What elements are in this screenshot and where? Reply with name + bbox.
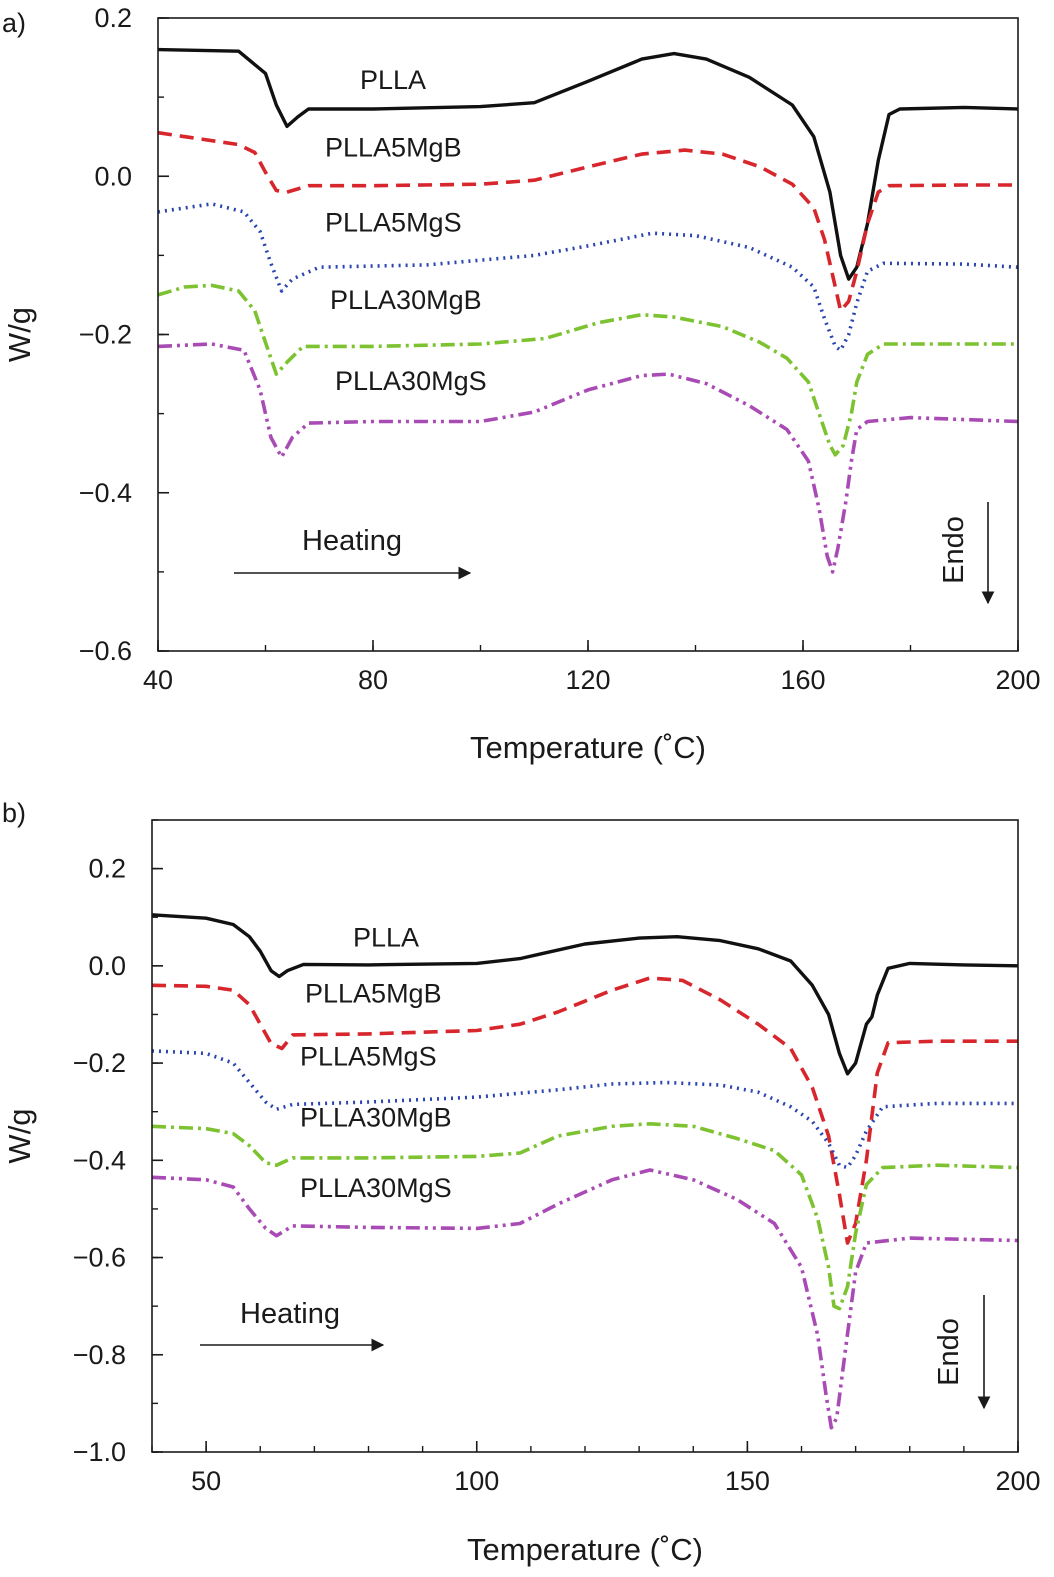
y-tick-label: 0.0 (88, 951, 126, 981)
x-axis-label: Temperature (˚C) (470, 730, 706, 765)
y-tick-label: 0.2 (88, 854, 126, 884)
ticks-layer: 50 100 150 200 −1.0 −0.8 −0.6 −0.4 −0.2 0.0 0.2 (73, 819, 1041, 1496)
y-tick-label: 0.2 (94, 3, 132, 33)
y-tick-label: 0.0 (94, 161, 132, 191)
series-label-plla5mgb: PLLA5MgB (305, 978, 442, 1008)
series-labels: PLLA PLLA5MgB PLLA5MgS PLLA30MgB PLLA30MgS (300, 922, 452, 1202)
x-tick-label: 200 (995, 665, 1040, 695)
x-tick-label: 50 (191, 1466, 221, 1496)
y-axis-label: W/g (2, 307, 37, 362)
series-label-plla30mgs: PLLA30MgS (335, 366, 487, 396)
x-tick-label: 120 (565, 665, 610, 695)
y-tick-label: −0.6 (73, 1243, 126, 1273)
series-label-plla5mgs: PLLA5MgS (300, 1042, 437, 1072)
y-axis-label: W/g (2, 1108, 37, 1163)
y-tick-label: −0.4 (79, 478, 132, 508)
series-label-plla30mgs: PLLA30MgS (300, 1173, 452, 1203)
series-layer (151, 913, 1019, 1430)
series-label-plla30mgb: PLLA30MgB (300, 1102, 452, 1132)
x-tick-label: 80 (358, 665, 388, 695)
series-line-plla30mgb (157, 283, 1018, 457)
y-tick-label: −0.6 (79, 636, 132, 666)
chart-panel-a: a) 40 80 120 160 200 −0.6 −0.4 −0.2 0.0 0.2 Tempe… (2, 3, 1041, 765)
panel-label: b) (2, 798, 26, 828)
series-labels: PLLA PLLA5MgB PLLA5MgS PLLA30MgB PLLA30MgS (325, 65, 487, 396)
series-line-plla30mgs (151, 1168, 1019, 1430)
x-tick-label: 100 (454, 1466, 499, 1496)
ticks-layer: 40 80 120 160 200 −0.6 −0.4 −0.2 0.0 0.2 (79, 3, 1041, 695)
x-tick-label: 200 (995, 1466, 1040, 1496)
x-tick-label: 150 (725, 1466, 770, 1496)
series-line-plla (157, 47, 1019, 281)
series-line-plla (151, 913, 1019, 1076)
panel-label: a) (2, 8, 26, 38)
chart-panel-b: b) 50 100 150 200 −1.0 −0.8 −0.6 −0.4 −0.2 0.0 0.2… (2, 798, 1041, 1567)
endo-annotation: Endo (933, 1318, 965, 1386)
series-label-plla30mgb: PLLA30MgB (330, 285, 482, 315)
y-tick-label: −0.2 (73, 1048, 126, 1078)
series-label-plla: PLLA (360, 65, 426, 95)
y-tick-label: −1.0 (73, 1437, 126, 1467)
series-line-plla5mgs (157, 202, 1019, 353)
endo-annotation: Endo (938, 516, 970, 584)
x-axis-label: Temperature (˚C) (467, 1532, 703, 1567)
series-line-plla30mgb (151, 1122, 1019, 1311)
series-label-plla: PLLA (353, 922, 419, 952)
y-tick-label: −0.2 (79, 320, 132, 350)
series-layer (157, 47, 1019, 574)
series-line-plla5mgb (157, 130, 1018, 313)
x-tick-label: 160 (780, 665, 825, 695)
series-line-plla5mgb (151, 976, 1018, 1245)
series-label-plla5mgs: PLLA5MgS (325, 208, 462, 238)
series-label-plla5mgb: PLLA5MgB (325, 132, 462, 162)
plot-frame (151, 819, 1019, 1453)
heating-annotation: Heating (240, 1298, 340, 1330)
series-line-plla30mgs (157, 342, 1019, 574)
y-tick-label: −0.4 (73, 1145, 126, 1175)
series-line-plla5mgs (151, 1049, 1018, 1170)
heating-annotation: Heating (302, 525, 402, 557)
y-tick-label: −0.8 (73, 1340, 126, 1370)
x-tick-label: 40 (143, 665, 173, 695)
